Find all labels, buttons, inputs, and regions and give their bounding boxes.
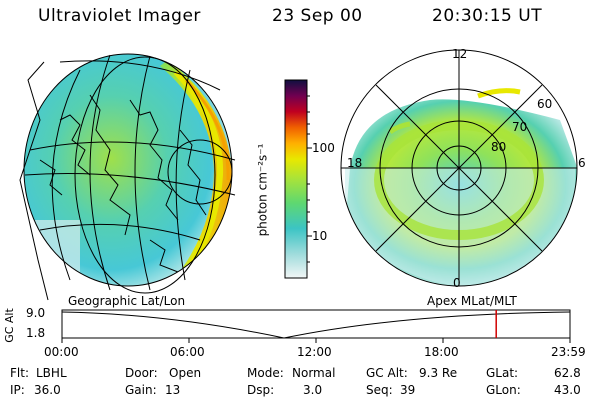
flt-label: Flt: [10, 366, 29, 380]
colorbar-tick-100: 100 [312, 141, 335, 155]
header-time: 20:30:15 UT [432, 6, 543, 26]
earth-image [19, 53, 236, 301]
time-tick-1800: 18:00 [424, 345, 459, 359]
seq-label: Seq: [366, 383, 393, 397]
ip-label: IP: [10, 383, 25, 397]
dsp-label: Dsp: [247, 383, 275, 397]
gain-label: Gain: [125, 383, 157, 397]
dsp-value: 3.0 [303, 383, 323, 397]
time-tick-2359: 23:59 [551, 345, 586, 359]
time-tick-0600: 06:00 [170, 345, 205, 359]
altitude-tick-low: 1.8 [26, 326, 46, 340]
time-tick-0000: 00:00 [44, 345, 79, 359]
mlt-label-12: 12 [452, 47, 468, 61]
gc-alt-label: GC Alt: [366, 366, 408, 380]
polar-plot [340, 49, 578, 287]
ip-value: 36.0 [34, 383, 61, 397]
mode-label: Mode: [247, 366, 284, 380]
altitude-axis-label: GC Alt [2, 308, 16, 343]
colorbar-tick-10: 10 [312, 229, 328, 243]
glat-label: GLat: [486, 366, 519, 380]
lat-label-80: 80 [491, 140, 507, 154]
colorbar-unit-label: photon cm⁻²s⁻¹ [255, 143, 270, 237]
gain-value: 13 [165, 383, 181, 397]
altitude-plot [61, 309, 571, 343]
mlt-label-0: 0 [453, 276, 461, 290]
geographic-label: Geographic Lat/Lon [68, 294, 186, 308]
lat-label-60: 60 [537, 97, 553, 111]
glat-value: 62.8 [554, 366, 581, 380]
glon-label: GLon: [486, 383, 521, 397]
mlt-label-18: 18 [347, 156, 363, 170]
flt-value: LBHL [36, 366, 67, 380]
door-label: Door: [125, 366, 158, 380]
mode-value: Normal [292, 366, 336, 380]
apex-label: Apex MLat/MLT [427, 294, 517, 308]
colorbar [284, 79, 312, 279]
altitude-tick-high: 9.0 [26, 306, 46, 320]
instrument-title: Ultraviolet Imager [38, 6, 201, 26]
glon-value: 43.0 [554, 383, 581, 397]
mlt-label-6: 6 [578, 156, 586, 170]
header-date: 23 Sep 00 [272, 6, 363, 26]
time-tick-1200: 12:00 [297, 345, 332, 359]
seq-value: 39 [400, 383, 416, 397]
lat-label-70: 70 [512, 120, 528, 134]
gc-alt-value: 9.3 Re [419, 366, 458, 380]
door-value: Open [169, 366, 202, 380]
